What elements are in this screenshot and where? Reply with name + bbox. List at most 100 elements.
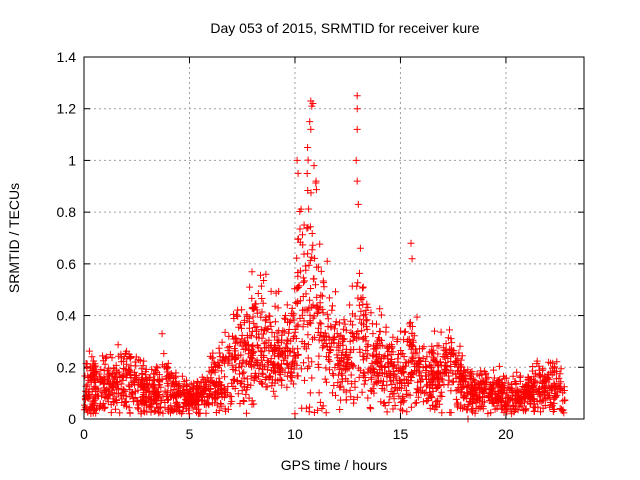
data-point xyxy=(469,408,477,416)
data-point xyxy=(336,406,344,413)
data-point xyxy=(238,324,245,332)
data-point xyxy=(236,400,244,408)
data-point xyxy=(218,393,226,401)
data-point xyxy=(139,393,147,401)
data-point xyxy=(396,364,404,372)
data-point xyxy=(143,384,151,392)
data-point xyxy=(294,350,302,358)
data-point xyxy=(244,350,252,358)
data-point xyxy=(170,378,177,386)
data-point xyxy=(156,377,164,385)
data-point xyxy=(374,337,381,345)
data-point xyxy=(138,400,146,408)
data-point xyxy=(344,359,352,366)
data-point xyxy=(428,367,436,375)
data-point xyxy=(438,393,446,400)
data-point xyxy=(209,366,217,374)
data-point xyxy=(258,295,266,302)
data-point xyxy=(359,283,367,291)
data-point xyxy=(382,323,390,331)
data-point xyxy=(321,329,329,337)
data-point xyxy=(387,388,395,395)
data-point xyxy=(291,410,299,418)
data-point xyxy=(245,360,253,368)
data-point xyxy=(333,330,341,338)
data-point xyxy=(250,376,258,384)
data-point xyxy=(397,380,405,387)
data-point xyxy=(385,362,393,370)
data-point xyxy=(501,374,509,382)
data-point xyxy=(231,339,239,347)
data-point xyxy=(512,380,520,387)
data-point xyxy=(158,330,166,338)
data-point xyxy=(447,335,455,343)
data-point xyxy=(347,371,355,379)
data-point xyxy=(224,383,232,391)
data-point xyxy=(185,392,193,400)
data-point xyxy=(221,328,229,336)
data-point xyxy=(553,391,561,399)
data-point xyxy=(124,365,132,373)
data-point xyxy=(561,397,569,404)
data-point xyxy=(553,375,560,383)
data-point xyxy=(291,285,299,293)
data-point xyxy=(490,399,498,407)
data-point xyxy=(306,403,314,411)
data-point xyxy=(183,381,191,389)
data-point xyxy=(116,409,124,417)
data-point xyxy=(404,373,412,381)
data-point xyxy=(305,205,313,213)
data-point xyxy=(535,388,543,396)
data-point xyxy=(479,393,486,401)
y-axis-label: SRMTID / TECUs xyxy=(6,183,22,293)
data-point xyxy=(471,377,479,385)
data-point xyxy=(229,332,236,340)
data-point xyxy=(541,391,549,399)
data-point xyxy=(341,320,349,328)
data-point xyxy=(360,369,368,377)
data-point xyxy=(306,389,314,397)
data-point xyxy=(304,144,312,151)
data-point xyxy=(228,379,236,387)
data-point xyxy=(108,354,116,362)
data-point xyxy=(108,384,116,392)
data-point xyxy=(215,374,223,382)
data-point xyxy=(373,360,381,367)
data-point xyxy=(520,387,528,395)
data-point xyxy=(257,271,264,279)
data-point xyxy=(257,282,265,290)
data-point xyxy=(427,348,435,356)
data-point xyxy=(90,383,98,391)
data-point xyxy=(484,392,492,400)
data-point xyxy=(315,324,322,332)
data-point xyxy=(115,352,123,360)
data-point xyxy=(297,365,305,373)
data-point xyxy=(248,343,256,351)
data-point xyxy=(239,358,247,366)
data-point xyxy=(432,357,440,365)
data-point xyxy=(126,409,134,417)
data-point xyxy=(135,356,143,364)
data-point xyxy=(218,356,226,364)
data-point xyxy=(208,399,216,407)
data-point xyxy=(224,389,232,397)
data-point xyxy=(123,355,131,363)
data-point xyxy=(295,283,302,291)
data-point xyxy=(310,162,318,170)
data-point xyxy=(292,354,300,362)
data-point xyxy=(126,386,134,394)
data-point xyxy=(226,392,234,400)
data-point xyxy=(358,327,366,335)
data-point xyxy=(296,238,304,246)
data-point xyxy=(400,353,408,361)
data-point xyxy=(287,309,295,317)
data-point xyxy=(397,405,405,413)
data-point xyxy=(463,389,471,397)
data-point xyxy=(325,294,333,302)
data-point xyxy=(330,382,338,389)
data-point xyxy=(337,382,345,390)
data-point xyxy=(347,317,355,325)
data-point xyxy=(220,353,227,361)
data-point xyxy=(167,402,175,410)
data-point xyxy=(228,361,236,369)
